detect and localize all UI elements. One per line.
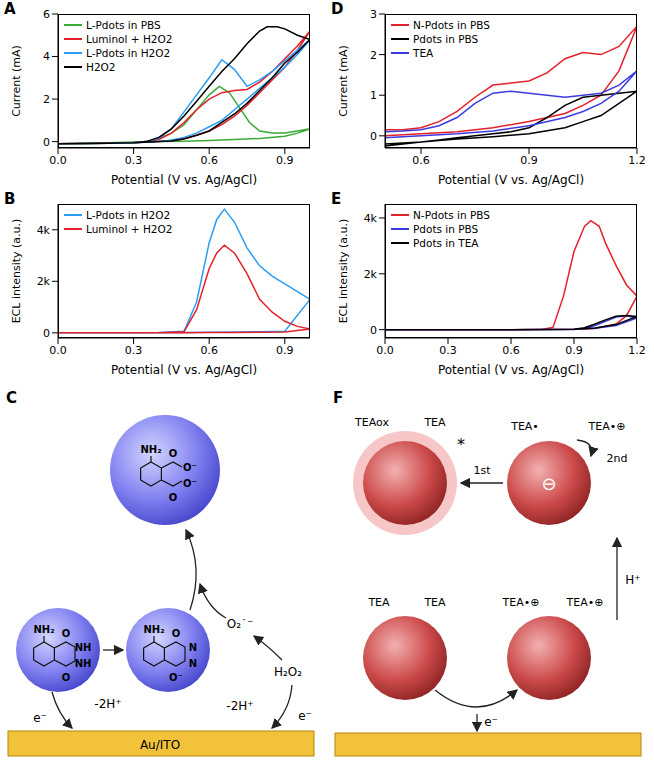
svg-text:NH₂: NH₂ (143, 624, 164, 635)
html-text:L-Pdots in H2O2: L-Pdots in H2O2 (86, 209, 171, 221)
svg-text:O: O (62, 628, 71, 639)
svg-text:Au/ITO: Au/ITO (140, 738, 180, 752)
svg-text:Potential (V vs. Ag/AgCl): Potential (V vs. Ag/AgCl) (111, 173, 257, 187)
svg-text:4: 4 (43, 50, 50, 63)
svg-text:NH: NH (75, 642, 92, 653)
svg-text:Current (mA): Current (mA) (337, 45, 350, 117)
svg-text:0.9: 0.9 (276, 154, 294, 167)
svg-text:0.6: 0.6 (200, 154, 218, 167)
svg-text:O: O (169, 448, 178, 459)
svg-text:N: N (189, 642, 197, 653)
html-text:TEA: TEA (413, 47, 434, 59)
svg-text:0.0: 0.0 (49, 344, 67, 357)
svg-text:0.6: 0.6 (412, 154, 430, 167)
svg-text:2k: 2k (37, 275, 51, 288)
svg-text:O: O (62, 672, 71, 683)
svg-text:TEA: TEA (423, 596, 446, 609)
svg-text:0.9: 0.9 (276, 344, 294, 357)
svg-text:*: * (457, 435, 465, 454)
svg-text:Potential (V vs. Ag/AgCl): Potential (V vs. Ag/AgCl) (438, 363, 584, 377)
svg-text:⊖: ⊖ (541, 473, 556, 494)
svg-text:O⁻: O⁻ (183, 478, 197, 489)
svg-text:e⁻: e⁻ (298, 709, 312, 723)
svg-text:ECL intensity (a.u.): ECL intensity (a.u.) (337, 219, 350, 324)
svg-text:1.2: 1.2 (628, 344, 646, 357)
svg-text:TEA: TEA (367, 596, 390, 609)
html-text:L-Pdots in H2O2: L-Pdots in H2O2 (86, 47, 171, 59)
svg-text:TEAox: TEAox (354, 416, 389, 429)
svg-text:NH₂: NH₂ (140, 444, 161, 455)
svg-text:e⁻: e⁻ (484, 715, 498, 729)
svg-text:6: 6 (43, 8, 50, 21)
svg-text:2nd: 2nd (607, 452, 628, 465)
html-text:A: A (4, 0, 16, 18)
svg-text:O: O (172, 628, 181, 639)
svg-text:-2H⁺: -2H⁺ (226, 699, 253, 713)
svg-text:0.9: 0.9 (565, 344, 583, 357)
svg-text:Potential (V vs. Ag/AgCl): Potential (V vs. Ag/AgCl) (111, 363, 257, 377)
svg-text:TEA•⊕: TEA•⊕ (566, 596, 604, 609)
svg-text:TEA•⊕: TEA•⊕ (502, 596, 540, 609)
html-text:B: B (4, 190, 16, 208)
svg-text:NH₂: NH₂ (33, 624, 54, 635)
svg-text:2: 2 (370, 49, 377, 62)
svg-text:C: C (6, 389, 17, 407)
svg-text:O₂˙⁻: O₂˙⁻ (227, 617, 254, 631)
svg-text:O⁻: O⁻ (183, 462, 197, 473)
svg-text:0.0: 0.0 (49, 154, 67, 167)
svg-text:Current (mA): Current (mA) (10, 45, 23, 117)
svg-text:2k: 2k (364, 268, 378, 281)
svg-text:O⁻: O⁻ (169, 672, 183, 683)
html-text:Luminol + H2O2: Luminol + H2O2 (86, 223, 173, 235)
svg-text:0.3: 0.3 (439, 344, 457, 357)
svg-text:4k: 4k (37, 224, 51, 237)
svg-text:3: 3 (370, 8, 377, 21)
svg-text:TEA•⊕: TEA•⊕ (588, 420, 626, 433)
svg-text:ECL intensity (a.u.): ECL intensity (a.u.) (10, 219, 23, 324)
svg-text:0: 0 (370, 130, 377, 143)
svg-text:1: 1 (370, 89, 377, 102)
svg-text:1.2: 1.2 (628, 154, 646, 167)
html-text:N-Pdots in PBS: N-Pdots in PBS (413, 19, 490, 31)
svg-text:H⁺: H⁺ (625, 573, 640, 587)
html-text:Pdots in TEA: Pdots in TEA (413, 237, 479, 249)
svg-text:0.6: 0.6 (502, 344, 520, 357)
svg-text:4k: 4k (364, 212, 378, 225)
svg-text:TEA•: TEA• (510, 420, 539, 433)
svg-text:NH: NH (75, 658, 92, 669)
svg-text:F: F (333, 389, 343, 407)
html-text:L-Pdots in PBS: L-Pdots in PBS (86, 19, 161, 31)
html-text:D: D (331, 0, 344, 18)
svg-text:0.9: 0.9 (520, 154, 538, 167)
svg-text:0: 0 (43, 136, 50, 149)
svg-text:0.0: 0.0 (376, 344, 394, 357)
svg-text:e⁻: e⁻ (33, 711, 47, 725)
html-text:Pdots in PBS: Pdots in PBS (413, 223, 479, 235)
html-text:N-Pdots in PBS: N-Pdots in PBS (413, 209, 490, 221)
svg-text:0: 0 (43, 327, 50, 340)
svg-text:N: N (189, 658, 197, 669)
svg-text:1st: 1st (473, 464, 491, 477)
html-text:E: E (331, 190, 342, 208)
svg-text:O: O (169, 492, 178, 503)
html-text:Luminol + H2O2: Luminol + H2O2 (86, 33, 173, 45)
html-text:H2O2: H2O2 (86, 61, 116, 73)
svg-text:-2H⁺: -2H⁺ (94, 697, 121, 711)
svg-text:TEA: TEA (423, 416, 446, 429)
svg-text:2: 2 (43, 93, 50, 106)
svg-text:0: 0 (370, 324, 377, 337)
svg-text:0.6: 0.6 (200, 344, 218, 357)
svg-text:Potential (V vs. Ag/AgCl): Potential (V vs. Ag/AgCl) (438, 173, 584, 187)
svg-text:0.3: 0.3 (125, 344, 143, 357)
svg-text:0.3: 0.3 (125, 154, 143, 167)
svg-text:H₂O₂: H₂O₂ (274, 665, 302, 679)
html-text:Pdots in PBS: Pdots in PBS (413, 33, 479, 45)
